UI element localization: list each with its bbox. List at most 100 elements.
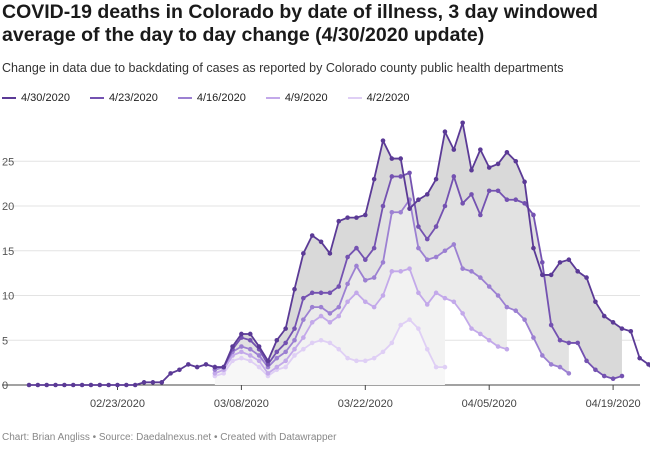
- data-point: [212, 364, 218, 370]
- data-point: [283, 358, 288, 364]
- data-point: [486, 188, 492, 194]
- data-point: [354, 358, 359, 364]
- data-point: [247, 337, 253, 343]
- data-point: [141, 380, 147, 385]
- data-point: [522, 317, 527, 322]
- series-4-23-2020: [212, 170, 625, 382]
- data-point: [301, 346, 306, 352]
- data-point: [531, 245, 536, 251]
- data-point: [486, 284, 492, 289]
- data-point: [35, 382, 41, 388]
- y-tick-label: 15: [2, 246, 14, 258]
- data-point: [398, 269, 404, 274]
- data-point: [389, 209, 395, 215]
- data-point: [442, 203, 448, 209]
- data-point: [451, 174, 457, 179]
- chart-title: COVID-19 deaths in Colorado by date of i…: [2, 1, 598, 46]
- data-point: [327, 340, 333, 346]
- data-point: [150, 380, 156, 385]
- data-point: [513, 158, 519, 164]
- line-chart: 0 5 10 15 20 25 02/23/2020 03/08/2020 03/22/2020…: [2, 120, 650, 410]
- data-point: [460, 266, 465, 271]
- data-point: [283, 349, 288, 355]
- area-band-base: [214, 319, 445, 385]
- data-point: [301, 335, 306, 340]
- data-point: [469, 192, 474, 197]
- legend-label: 4/9/2020: [284, 92, 328, 104]
- data-point: [327, 290, 333, 296]
- data-point: [124, 382, 129, 388]
- data-point: [318, 313, 324, 319]
- chart-subtitle: Change in data due to backdating of case…: [2, 61, 564, 75]
- data-point: [292, 346, 297, 352]
- data-point: [478, 331, 483, 337]
- data-point: [575, 269, 580, 274]
- data-point: [628, 329, 634, 334]
- data-point: [504, 150, 510, 155]
- x-tick-label: 03/22/2020: [338, 398, 393, 410]
- data-point: [557, 337, 563, 343]
- data-point: [416, 245, 421, 251]
- data-point: [44, 382, 49, 388]
- legend-swatch: [265, 97, 280, 99]
- legend-swatch: [177, 97, 192, 99]
- data-point: [548, 272, 554, 278]
- data-point: [486, 165, 492, 170]
- legend-item: 4/16/2020: [177, 92, 246, 104]
- data-point: [557, 260, 563, 265]
- data-point: [433, 224, 439, 229]
- data-point: [610, 376, 616, 382]
- legend-item: 4/30/2020: [2, 92, 70, 104]
- data-point: [433, 290, 439, 296]
- data-point: [646, 362, 650, 367]
- y-tick-label: 0: [2, 380, 8, 392]
- data-point: [584, 275, 589, 280]
- data-point: [433, 176, 439, 182]
- data-point: [407, 317, 412, 322]
- data-point: [504, 304, 510, 310]
- data-point: [345, 254, 350, 260]
- data-point: [522, 201, 527, 206]
- data-point: [274, 355, 280, 361]
- data-point: [540, 353, 545, 358]
- data-point: [548, 362, 554, 367]
- data-point: [247, 346, 253, 352]
- data-point: [380, 260, 386, 265]
- data-point: [531, 335, 536, 340]
- data-point: [256, 344, 262, 349]
- data-point: [398, 322, 404, 328]
- y-tick-label: 10: [2, 291, 14, 303]
- data-point: [301, 251, 306, 256]
- data-point: [239, 349, 244, 355]
- data-point: [354, 215, 359, 220]
- data-point: [203, 362, 209, 367]
- data-point: [575, 340, 580, 346]
- data-point: [593, 299, 598, 305]
- data-point: [239, 355, 244, 361]
- data-point: [247, 331, 253, 337]
- data-point: [230, 358, 235, 364]
- data-point: [186, 362, 191, 367]
- data-point: [495, 188, 501, 194]
- data-point: [336, 304, 342, 310]
- data-point: [318, 239, 324, 245]
- data-point: [292, 326, 297, 331]
- data-point: [336, 346, 342, 352]
- data-point: [79, 382, 85, 388]
- data-point: [407, 206, 412, 211]
- data-point: [504, 346, 510, 352]
- data-point: [380, 293, 386, 298]
- data-point: [619, 326, 625, 331]
- x-tick-label: 04/19/2020: [586, 398, 641, 410]
- data-point: [106, 382, 111, 388]
- data-point: [451, 147, 457, 152]
- data-point: [540, 260, 545, 265]
- data-point: [345, 215, 350, 220]
- data-point: [354, 245, 359, 251]
- data-point: [486, 337, 492, 343]
- data-point: [354, 290, 359, 296]
- data-point: [619, 373, 625, 379]
- data-point: [424, 346, 430, 352]
- data-point: [363, 277, 368, 283]
- data-point: [566, 257, 572, 263]
